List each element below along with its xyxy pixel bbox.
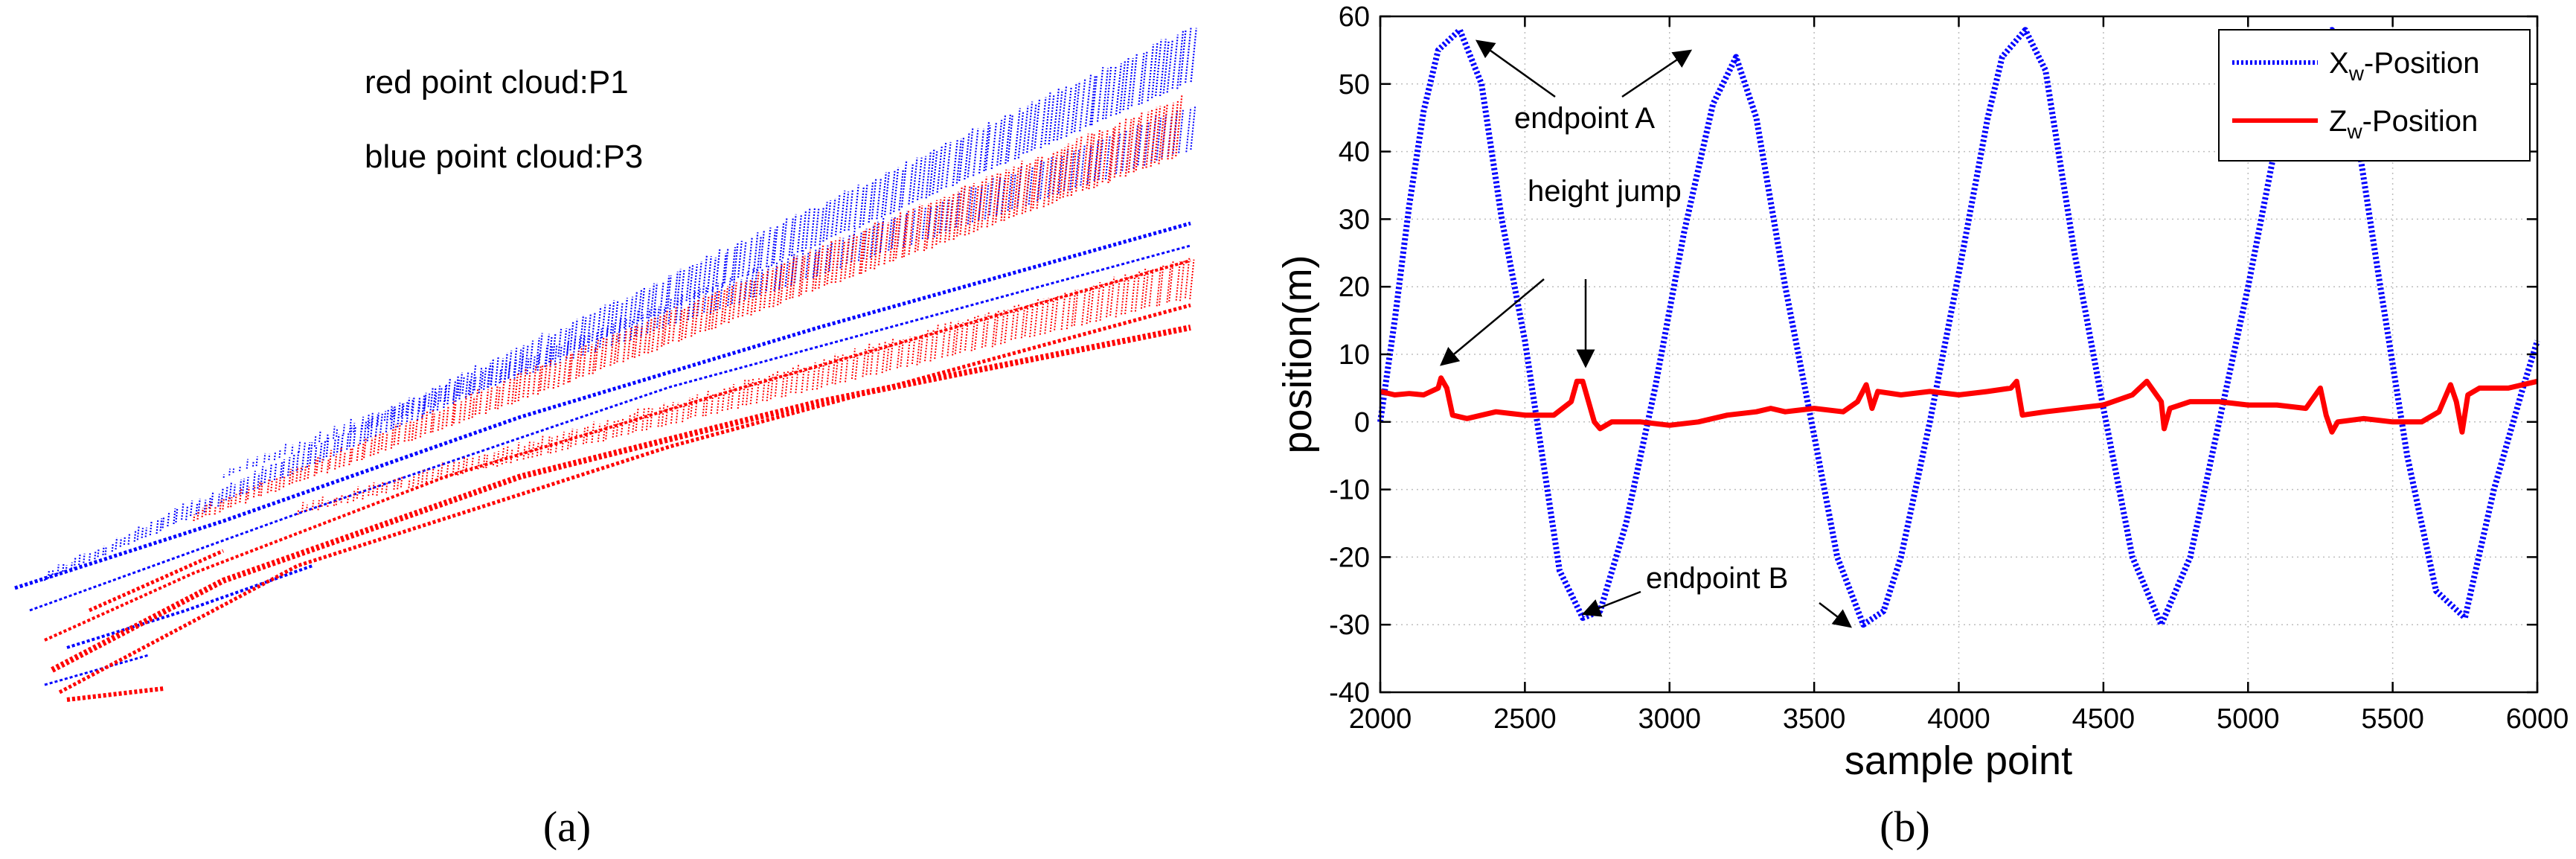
- annotation-blue-cloud: blue point cloud:P3: [365, 138, 643, 175]
- x-tick-label: 4500: [2072, 703, 2136, 735]
- y-tick-label: -30: [1329, 610, 1370, 641]
- blue-point-cloud: [14, 27, 1197, 686]
- y-tick-label: 60: [1339, 1, 1370, 33]
- cloud-band: [51, 325, 1191, 673]
- axis-ticks: 2000 2500 3000 3500 4000 4500 5000 5500 6000 -40 -…: [1329, 1, 2569, 735]
- cloud-band: [44, 259, 1191, 642]
- x-tick-label: 6000: [2506, 703, 2569, 735]
- y-axis-label: position(m): [1275, 255, 1320, 453]
- arrow-endpoint-a-2: [1621, 49, 1693, 98]
- arrow-endpoint-b-2: [1819, 602, 1852, 628]
- annotation-endpoint-b: endpoint B: [1646, 562, 1788, 595]
- annotation-red-cloud: red point cloud:P1: [365, 64, 629, 100]
- x-axis-label: sample point: [1845, 738, 2072, 783]
- cloud-band: [58, 303, 1191, 694]
- legend-label-zw: Zw-Position: [2329, 105, 2478, 143]
- cloud-band: [66, 564, 313, 649]
- x-tick-label: 3000: [1638, 703, 1701, 735]
- cloud-band: [66, 686, 164, 702]
- legend: Xw-Position Zw-Position: [2218, 29, 2531, 162]
- annotation-height-jump: height jump: [1528, 175, 1682, 208]
- arrow-endpoint-a-1: [1475, 39, 1556, 98]
- y-tick-label: -40: [1329, 677, 1370, 709]
- y-tick-label: 20: [1339, 272, 1370, 303]
- x-tick-label: 2000: [1349, 703, 1412, 735]
- cloud-band: [44, 654, 150, 686]
- y-tick-label: 40: [1339, 137, 1370, 168]
- series-line-zw: [1380, 375, 2538, 435]
- scan-lines: [297, 256, 1195, 515]
- x-tick-label: 5500: [2361, 703, 2424, 735]
- legend-box: [2218, 29, 2531, 162]
- x-tick-label: 3500: [1783, 703, 1846, 735]
- panel-a-label: (a): [543, 802, 591, 851]
- scan-lines: [43, 27, 1197, 581]
- chart-annotations: endpoint A height jump endpoint B: [1440, 39, 1852, 628]
- arrow-height-jump-1: [1440, 278, 1545, 366]
- cloud-band: [14, 221, 1191, 590]
- scan-lines: [193, 95, 1183, 522]
- y-tick-label: 10: [1339, 339, 1370, 371]
- red-point-cloud: [44, 95, 1195, 702]
- x-tick-label: 2500: [1493, 703, 1557, 735]
- scan-lines: [222, 106, 1196, 478]
- y-tick-label: -20: [1329, 542, 1370, 573]
- y-tick-label: 0: [1354, 407, 1370, 438]
- arrow-endpoint-b-1: [1581, 590, 1641, 617]
- x-tick-label: 4000: [1927, 703, 1990, 735]
- annotation-endpoint-a: endpoint A: [1514, 102, 1655, 135]
- panel-b-label: (b): [1880, 802, 1930, 851]
- cloud-band: [88, 549, 225, 613]
- y-tick-label: -10: [1329, 475, 1370, 506]
- cloud-band: [29, 244, 1191, 612]
- point-cloud-panel: red point cloud:P1 blue point cloud:P3 (…: [14, 27, 1197, 851]
- y-tick-label: 50: [1339, 69, 1370, 100]
- legend-label-xw: Xw-Position: [2329, 47, 2480, 85]
- y-tick-label: 30: [1339, 204, 1370, 235]
- x-tick-label: 5000: [2217, 703, 2280, 735]
- position-chart: 2000 2500 3000 3500 4000 4500 5000 5500 6000 -40 -…: [1275, 1, 2569, 851]
